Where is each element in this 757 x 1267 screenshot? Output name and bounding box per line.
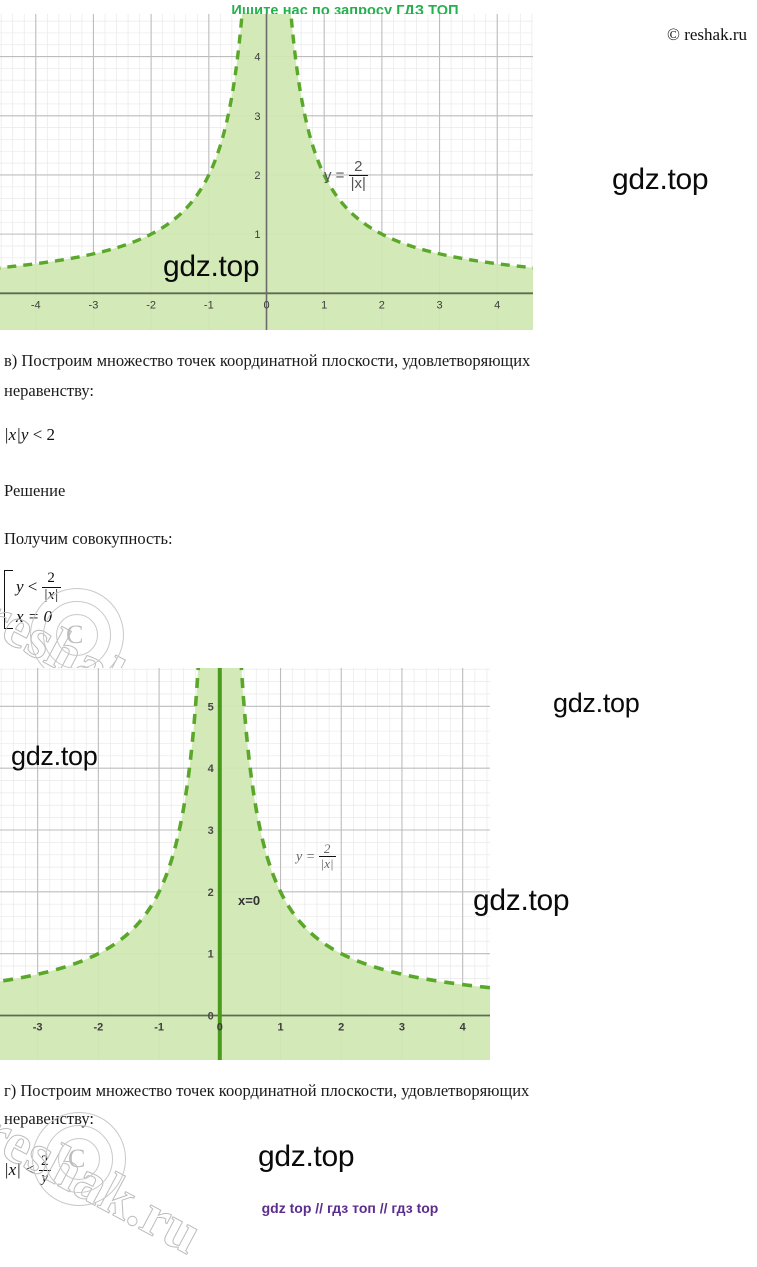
chart-2-canvas: -3 -2 -1 0 1 2 3 4 0 1 2 3 4 5 (0, 668, 490, 1060)
chart-2-fraction-denominator: |x| (318, 855, 336, 871)
section-v-set-label: Получим совокупность: (4, 529, 173, 548)
section-v-system: y < 2 |x| x = 0 (4, 570, 61, 629)
section-v-inequality-rhs: 2 (46, 425, 56, 444)
copyright-notice: © reshak.ru (667, 25, 747, 44)
system-row-1-fraction: 2 |x| (41, 570, 61, 604)
svg-text:-2: -2 (146, 299, 156, 311)
chart-2-y-tick-labels: 0 1 2 3 4 5 (208, 701, 215, 1022)
svg-text:1: 1 (254, 229, 260, 241)
watermark-gdz-right-1: gdz.top (612, 163, 709, 196)
svg-text:0: 0 (217, 1021, 223, 1033)
watermark-ring-inner-bottom (58, 1138, 100, 1180)
svg-text:-2: -2 (93, 1021, 103, 1033)
svg-text:3: 3 (254, 111, 260, 123)
chart-2-vline-label: x=0 (238, 893, 261, 908)
chart-2-curve-left (0, 668, 200, 984)
section-g-inequality-lhs: |x| (4, 1160, 21, 1180)
chart-2-function-label-fraction: 2 |x| (318, 841, 336, 871)
svg-text:0: 0 (208, 1010, 214, 1022)
system-bracket-wrapper: y < 2 |x| x = 0 (4, 570, 61, 629)
watermark-ring-mid-bottom (45, 1125, 113, 1193)
system-bracket (4, 570, 13, 629)
section-v-inequality-lhs: |x|y (4, 425, 29, 444)
watermark-gdz-right-3: gdz.top (473, 884, 570, 917)
section-v-inequality: |x|y < 2 (4, 425, 55, 445)
section-g-inequality-relation: < (25, 1160, 35, 1180)
section-g-inequality: |x| < 2 y (4, 1153, 51, 1188)
watermark-gdz-bottom: gdz.top (258, 1140, 355, 1173)
svg-text:3: 3 (436, 299, 442, 311)
system-row-1-lhs: y (16, 577, 24, 597)
svg-text:4: 4 (208, 763, 215, 775)
svg-text:1: 1 (321, 299, 327, 311)
section-g-intro-line1: г) Построим множество точек координатной… (4, 1081, 530, 1100)
svg-text:-1: -1 (204, 299, 214, 311)
chart-2-function-label-lhs: y = (296, 849, 316, 865)
system-row-1-numerator: 2 (47, 570, 55, 586)
system-row-1: y < 2 |x| (16, 570, 61, 605)
watermark-ring-inner-middle (56, 614, 98, 656)
svg-text:4: 4 (494, 299, 500, 311)
chart-1-x-tick-labels: -4 -3 -2 -1 0 1 2 3 4 (31, 299, 500, 311)
watermark-gdz-chart2: gdz.top (11, 741, 98, 771)
svg-text:-3: -3 (89, 299, 99, 311)
svg-text:-4: -4 (31, 299, 41, 311)
svg-text:-1: -1 (154, 1021, 164, 1033)
chart-2-shaded-region (0, 668, 490, 1060)
svg-text:5: 5 (208, 701, 214, 713)
chart-2-function-label: y = 2 |x| (296, 841, 336, 871)
section-v-solution-label: Решение (4, 481, 66, 500)
watermark-copyright-glyph-middle: C (66, 620, 84, 649)
chart-1-curve-left (0, 14, 244, 270)
svg-text:2: 2 (254, 170, 260, 182)
svg-text:1: 1 (208, 949, 214, 961)
chart-1-curve-right (289, 14, 533, 270)
section-v-intro-line1: в) Построим множество точек координатной… (4, 351, 531, 370)
svg-text:4: 4 (460, 1021, 467, 1033)
footer-links[interactable]: gdz top // гдз топ // гдз top (261, 1200, 439, 1216)
chart-1-fraction-numerator: 2 (354, 158, 363, 175)
chart-1-y-tick-labels: 1 2 3 4 (254, 52, 260, 242)
chart-inequality-v-solution: -3 -2 -1 0 1 2 3 4 0 1 2 3 4 5 y = 2 |x| x=0 gdz.top (0, 668, 490, 1060)
watermark-gdz-right-2: gdz.top (553, 688, 640, 718)
svg-text:2: 2 (208, 887, 214, 899)
section-v-inequality-relation: < (32, 425, 43, 444)
chart-1-function-label-lhs: y = (324, 167, 345, 185)
chart-1-function-label-fraction: 2 |x| (348, 158, 368, 192)
svg-text:3: 3 (399, 1021, 405, 1033)
watermark-gdz-chart1: gdz.top (163, 250, 260, 283)
chart-2-curve-right (239, 668, 490, 990)
section-g-inequality-denominator: y (39, 1169, 51, 1187)
section-g-inequality-fraction: 2 y (39, 1153, 51, 1187)
chart-inequality-v: -4 -3 -2 -1 0 1 2 3 4 1 2 3 4 y = 2 |x| gdz.top (0, 14, 533, 330)
chart-1-function-label: y = 2 |x| (324, 158, 368, 193)
section-g-inequality-numerator: 2 (41, 1153, 49, 1169)
svg-text:3: 3 (208, 825, 214, 837)
system-row-1-denominator: |x| (41, 586, 61, 603)
svg-text:4: 4 (254, 52, 260, 64)
svg-text:0: 0 (263, 299, 269, 311)
chart-2-fraction-numerator: 2 (323, 841, 331, 856)
section-g-intro-line2: неравенству: (4, 1109, 94, 1128)
svg-text:2: 2 (338, 1021, 344, 1033)
system-row-2: x = 0 (16, 606, 53, 626)
svg-text:1: 1 (277, 1021, 283, 1033)
section-v-intro-line2: неравенству: (4, 381, 94, 400)
svg-text:2: 2 (379, 299, 385, 311)
chart-1-canvas: -4 -3 -2 -1 0 1 2 3 4 1 2 3 4 (0, 14, 533, 330)
system-row-1-relation: < (27, 577, 38, 597)
svg-text:-3: -3 (33, 1021, 43, 1033)
chart-2-x-tick-labels: -3 -2 -1 0 1 2 3 4 (33, 1021, 467, 1033)
chart-1-fraction-denominator: |x| (348, 174, 368, 192)
watermark-copyright-glyph-bottom: C (68, 1144, 86, 1173)
